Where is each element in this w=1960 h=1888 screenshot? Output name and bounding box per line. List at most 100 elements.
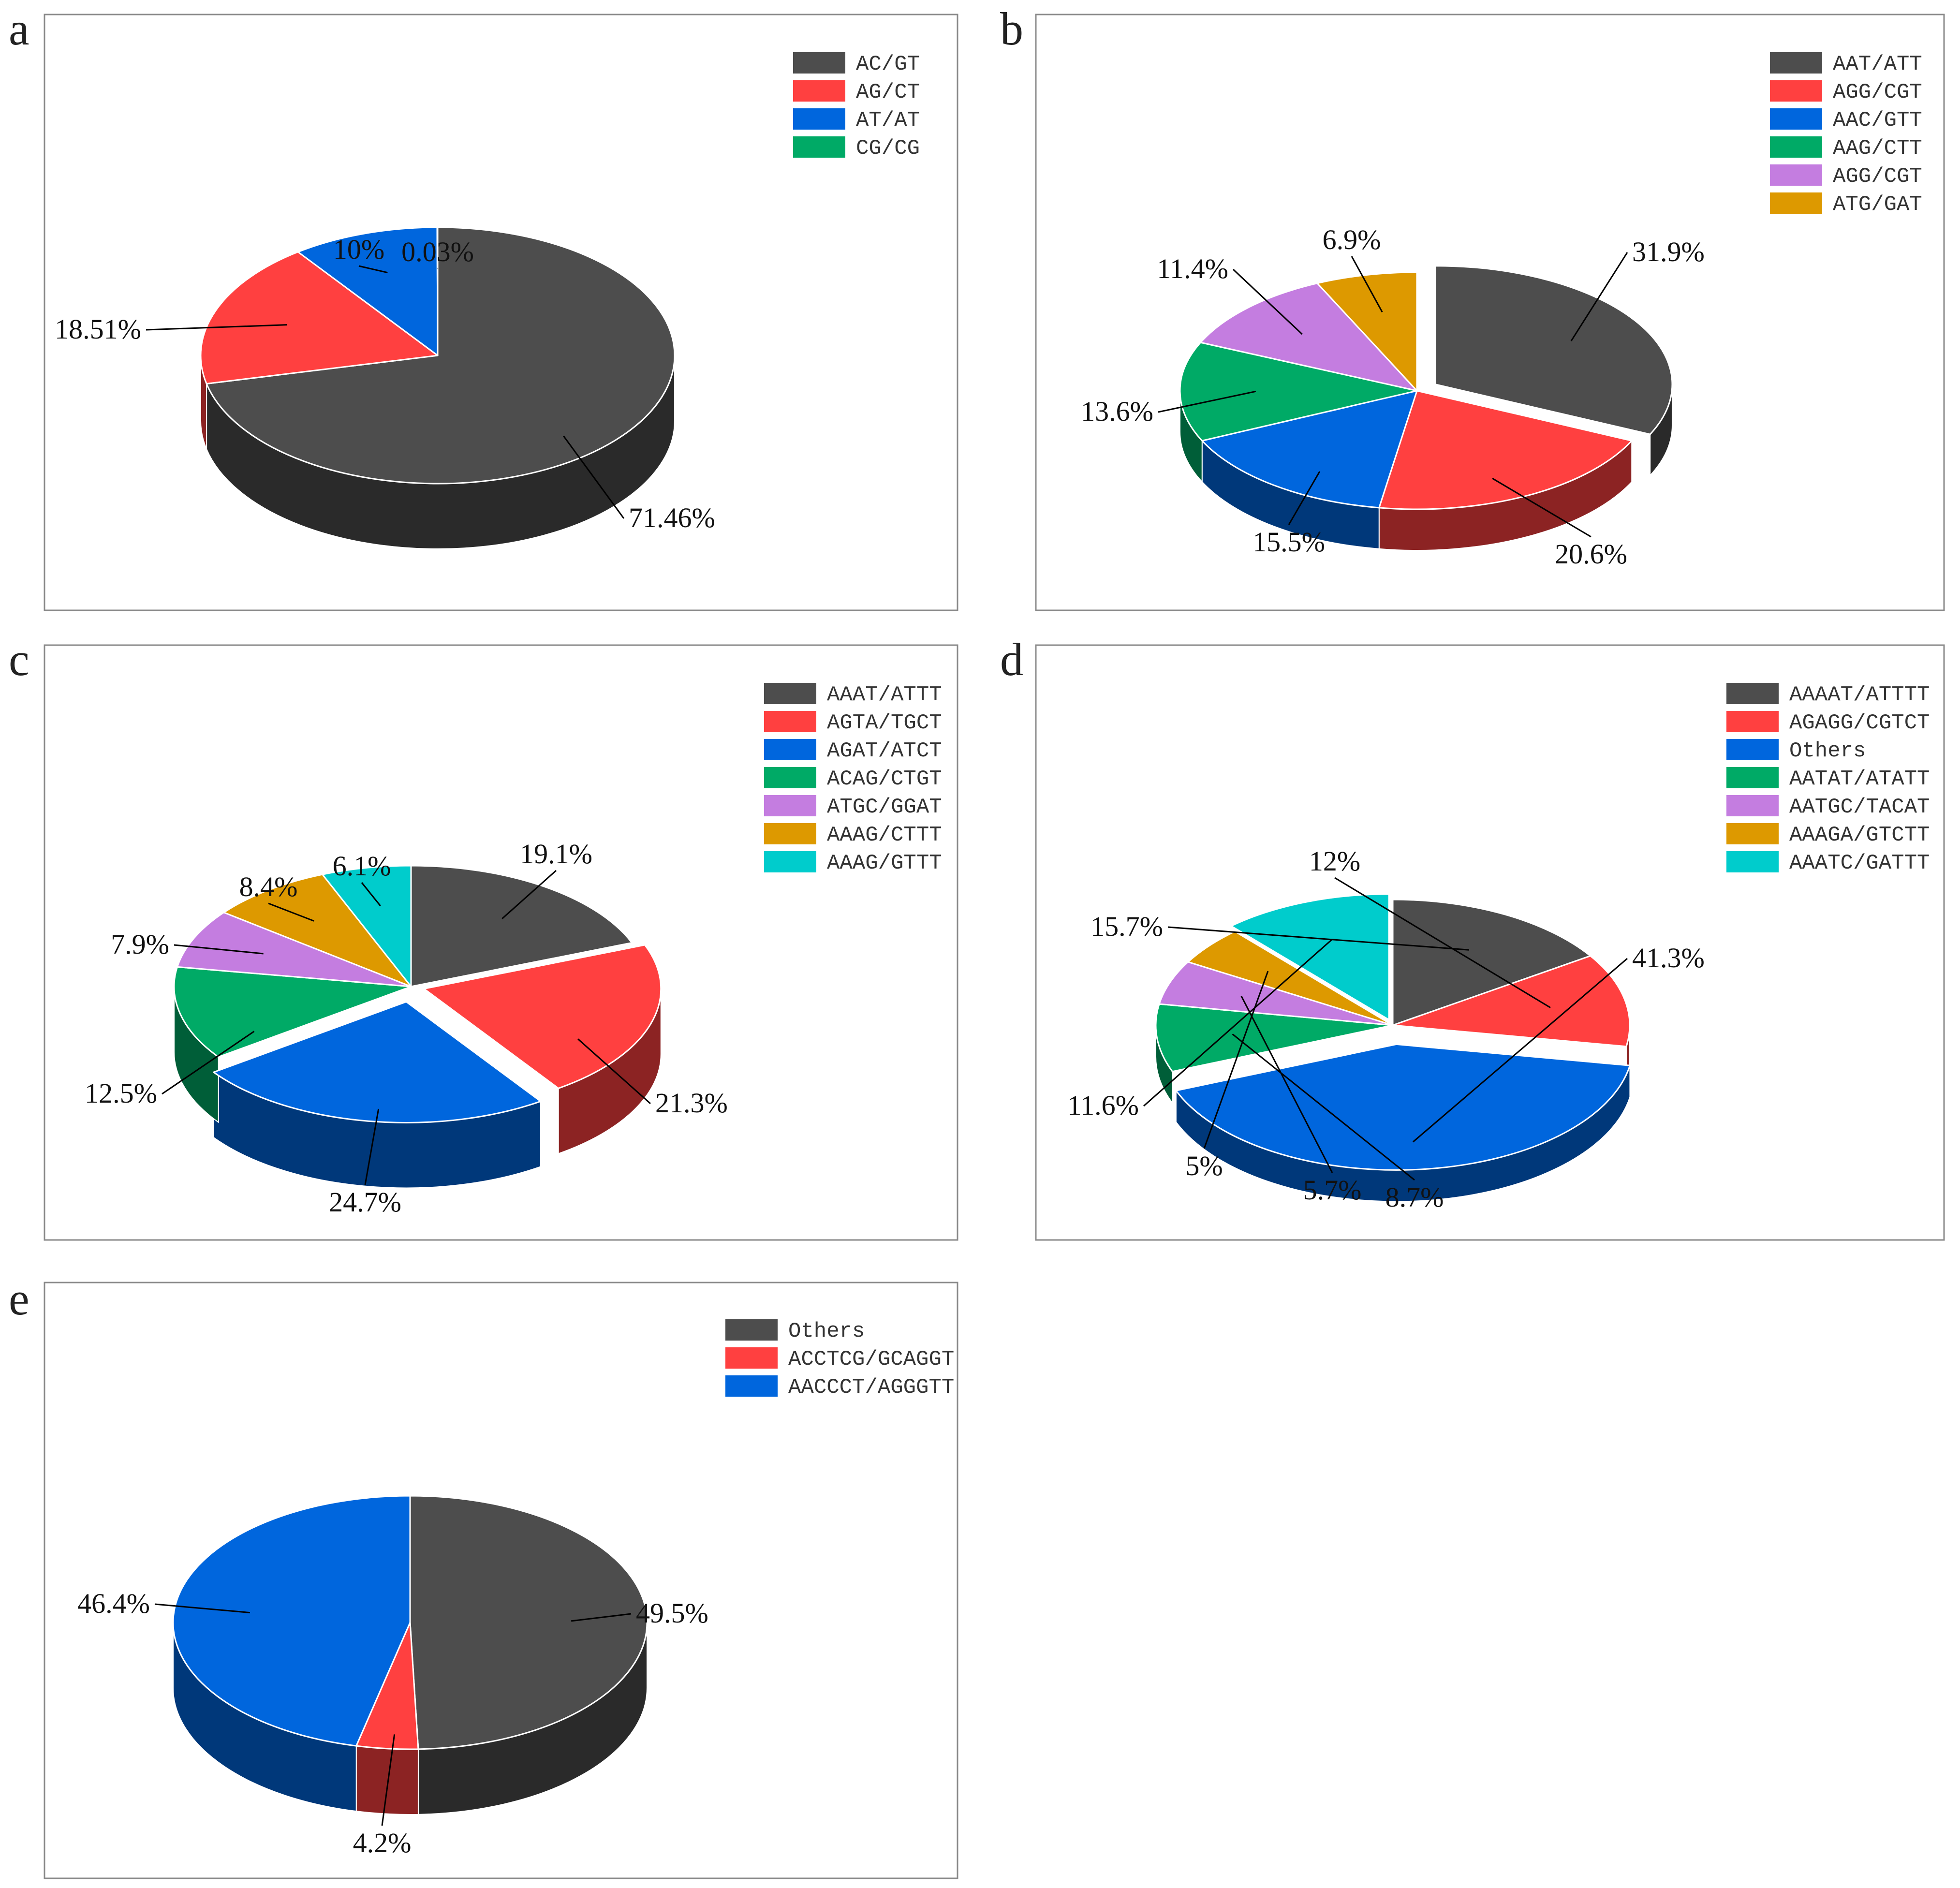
legend-label: AAAAT/ATTTT <box>1789 683 1930 707</box>
leader-line-0 <box>571 1613 632 1622</box>
pie-slice-0 <box>206 226 676 485</box>
legend-label: ATG/GAT <box>1833 192 1922 217</box>
legend-label: AAAGA/GTCTT <box>1789 823 1930 847</box>
legend-swatch <box>725 1375 778 1397</box>
legend-label: ACAG/CTGT <box>827 767 942 791</box>
pie-chart-panel-a: a 71.46% 18.51% 10% 0.03% AC/GT AG/CT AT/AT CG/C… <box>9 3 958 611</box>
percent-label-0: 71.46% <box>629 502 715 533</box>
legend-label: AAG/CTT <box>1833 136 1922 161</box>
percent-label-2: 15.5% <box>1253 526 1325 558</box>
pie-chart-panel-e: e 49.5% 4.2% 46.4% Others ACCTCG/GCAGGT AACCCT… <box>9 1273 958 1879</box>
pie-slice-6 <box>1230 893 1390 1021</box>
pie-slice-0 <box>410 865 633 988</box>
leader-line-1 <box>146 324 287 331</box>
pie-slice-side-1 <box>355 1745 419 1815</box>
pie-slice-1 <box>1392 955 1631 1047</box>
legend: AAT/ATT AGG/CGT AAC/GTT AAG/CTT AGG/CGT ATG/G… <box>1770 52 1922 217</box>
legend-label: AACCCT/AGGGTT <box>788 1375 954 1400</box>
pie-slice-3 <box>1179 341 1418 442</box>
legend-label: AAAG/CTTT <box>827 823 942 847</box>
legend-swatch <box>1770 136 1822 158</box>
panel-letter: d <box>1000 634 1023 685</box>
legend-label: AAAT/ATTT <box>827 683 942 707</box>
panel-letter: a <box>9 3 29 55</box>
legend-swatch <box>764 683 816 704</box>
legend-swatch <box>764 795 816 816</box>
pie-tops <box>1179 265 1673 510</box>
leader-line-4 <box>1240 995 1333 1173</box>
pie-slice-1 <box>1378 390 1633 510</box>
pie-tops <box>200 226 676 485</box>
legend-label: ACCTCG/GCAGGT <box>788 1347 954 1372</box>
leader-line-5 <box>1351 256 1383 313</box>
legend-swatch <box>1770 108 1822 130</box>
pie-slice-2 <box>172 1495 411 1747</box>
pie-slice-5 <box>1316 271 1418 392</box>
percent-label-1: 21.3% <box>655 1087 728 1119</box>
percent-label-3: 8.7% <box>1385 1181 1444 1213</box>
percent-label-3: 0.03% <box>401 236 474 267</box>
leader-line-1 <box>1334 877 1551 1008</box>
legend-swatch <box>1726 851 1779 872</box>
percent-label-5: 8.4% <box>239 871 298 902</box>
percent-label-4: 5.7% <box>1303 1174 1362 1206</box>
pie-sides <box>1179 384 1673 551</box>
legend-swatch <box>1726 739 1779 760</box>
pie-slice-4 <box>177 912 412 988</box>
legend-swatch <box>725 1347 778 1369</box>
leader-line-6 <box>1143 939 1332 1107</box>
legend-swatch <box>1726 795 1779 816</box>
pie-slice-0 <box>409 1495 648 1750</box>
percent-label-4: 11.4% <box>1157 253 1228 284</box>
pie-slice-5 <box>223 873 412 988</box>
legend-swatch <box>1770 52 1822 74</box>
legend-label: AAATC/GATTT <box>1789 851 1930 875</box>
legend-swatch <box>1770 80 1822 102</box>
percent-label-0: 49.5% <box>636 1597 708 1629</box>
legend-swatch <box>725 1319 778 1341</box>
percent-label-6: 11.6% <box>1067 1090 1139 1121</box>
legend-label: AT/AT <box>856 108 920 133</box>
pie-slice-3 <box>1155 1003 1394 1073</box>
percent-label-4: 7.9% <box>111 929 169 960</box>
legend-label: AAAG/GTTT <box>827 851 942 875</box>
leader-line-5 <box>1203 971 1269 1149</box>
legend-label: AC/GT <box>856 52 920 76</box>
pie-chart-panel-d: d 15.7% 12% 41.3% 8.7% 5.7% 5% 11.6% AAAAT/ATTTT… <box>1000 634 1945 1241</box>
pie-slice-1 <box>423 944 662 1089</box>
legend-swatch <box>764 739 816 760</box>
pie-chart-panel-b: b 31.9% 20.6% 15.5% 13.6% 11.4% 6.9% AAT/ATT AGG… <box>1000 3 1945 611</box>
legend-label: Others <box>1789 739 1866 763</box>
percent-label-1: 18.51% <box>55 313 141 345</box>
legend-swatch <box>793 108 845 130</box>
legend-swatch <box>1726 683 1779 704</box>
legend: AC/GT AG/CT AT/AT CG/CG <box>793 52 920 161</box>
pie-slice-2 <box>213 1001 542 1123</box>
legend-label: AGG/CGT <box>1833 164 1922 189</box>
panel-letter: c <box>9 634 29 685</box>
pie-slice-4 <box>1158 961 1394 1026</box>
legend-swatch <box>764 823 816 844</box>
legend-swatch <box>793 80 845 102</box>
legend-swatch <box>793 136 845 158</box>
percent-label-1: 12% <box>1309 845 1360 877</box>
percent-label-2: 41.3% <box>1632 942 1705 974</box>
percent-label-2: 10% <box>333 234 384 265</box>
percent-label-0: 19.1% <box>520 838 592 870</box>
percent-label-3: 12.5% <box>85 1077 157 1109</box>
percent-label-0: 31.9% <box>1632 236 1705 267</box>
leader-line-4 <box>1232 268 1303 335</box>
pie-slice-0 <box>1434 265 1673 435</box>
pie-slice-0 <box>1392 899 1592 1026</box>
leader-line-6 <box>361 882 381 907</box>
legend-swatch <box>1770 164 1822 186</box>
percent-label-1: 4.2% <box>353 1827 412 1858</box>
pie-tops <box>173 865 662 1123</box>
leader-line-3 <box>162 1031 255 1095</box>
legend-label: AGAT/ATCT <box>827 739 942 763</box>
leader-line-0 <box>1167 926 1469 951</box>
leader-line-1 <box>1492 477 1592 538</box>
legend-label: AAT/ATT <box>1833 52 1922 76</box>
legend-label: ATGC/GGAT <box>827 795 942 819</box>
